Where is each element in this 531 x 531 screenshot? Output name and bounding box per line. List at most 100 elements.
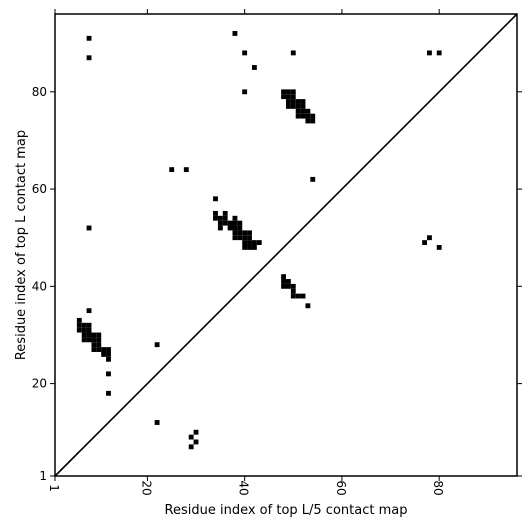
contact-point [242, 50, 248, 56]
contact-point [188, 444, 194, 450]
x-axis-label: Residue index of top L/5 contact map [165, 503, 408, 518]
contact-point [290, 89, 296, 95]
contact-point [300, 113, 306, 119]
contact-point [300, 108, 306, 114]
contact-point [422, 240, 428, 245]
y-tick-label: 60 [32, 182, 47, 196]
contact-point [81, 332, 87, 338]
contact-point [213, 210, 218, 216]
contact-point [154, 420, 160, 425]
contact-point [247, 240, 252, 245]
contact-point [295, 99, 301, 104]
contact-point [101, 347, 107, 352]
contact-point [213, 215, 218, 221]
contact-point [427, 50, 432, 56]
contact-point [232, 220, 238, 226]
plot-frame [54, 13, 518, 477]
contact-point [295, 293, 301, 299]
contact-point [300, 293, 306, 299]
contact-point [76, 317, 82, 323]
contact-point [217, 225, 223, 231]
contact-point [193, 439, 199, 445]
contact-point [227, 220, 233, 226]
contact-point [169, 167, 175, 173]
contact-point [305, 108, 311, 114]
contact-point [188, 434, 194, 440]
contact-point [91, 347, 97, 352]
contact-point [106, 351, 111, 357]
contact-point [96, 342, 102, 348]
contact-point [232, 225, 238, 231]
contact-point [81, 337, 87, 343]
contact-point [290, 283, 296, 289]
contact-point [232, 235, 238, 241]
ticks-layer: 1 20 40 60 80 1 20 40 60 80 [32, 9, 522, 496]
contact-point [305, 118, 311, 124]
contact-point [81, 327, 87, 333]
contact-point [290, 288, 296, 294]
contact-point [290, 103, 296, 109]
contact-point [247, 230, 252, 236]
contact-point [101, 351, 107, 357]
contact-point [86, 327, 92, 333]
contact-point [286, 283, 291, 289]
contact-point [427, 235, 432, 241]
x-tick-label: 80 [431, 480, 445, 495]
contact-point [86, 308, 92, 314]
contact-point [247, 245, 252, 250]
contact-point [96, 347, 102, 352]
contact-point [237, 230, 243, 236]
contact-point [247, 235, 252, 241]
contact-point [305, 113, 311, 119]
y-tick-label: 40 [32, 279, 47, 293]
contact-point [295, 108, 301, 114]
contact-point [281, 89, 286, 95]
contact-point [217, 220, 223, 226]
contact-point [436, 50, 442, 56]
y-tick-label: 20 [32, 377, 47, 391]
x-tick-label: 1 [47, 484, 61, 492]
contact-point [232, 31, 238, 36]
contact-point [91, 332, 97, 338]
contact-point [217, 215, 223, 221]
y-axis-label: Residue index of top L contact map [14, 130, 29, 360]
contact-point [281, 283, 286, 289]
contact-point [310, 176, 316, 182]
contact-point [286, 99, 291, 104]
contact-point [251, 240, 257, 245]
contact-point [290, 94, 296, 100]
contact-point [281, 94, 286, 100]
contact-point [96, 337, 102, 343]
contact-point [237, 235, 243, 241]
contact-point [106, 390, 111, 396]
contact-point [310, 113, 316, 119]
contact-point [290, 50, 296, 56]
contact-point [86, 332, 92, 338]
contact-point [91, 342, 97, 348]
contact-point [295, 103, 301, 109]
contact-point [222, 210, 228, 216]
contact-point [300, 99, 306, 104]
contact-point [237, 225, 243, 231]
contact-point [81, 322, 87, 328]
contact-point [154, 342, 160, 348]
diagonal-layer [54, 13, 518, 477]
contact-point [251, 245, 257, 250]
points-layer [76, 31, 442, 450]
contact-point [290, 293, 296, 299]
contact-point [76, 327, 82, 333]
contact-point [286, 103, 291, 109]
contact-point [106, 356, 111, 362]
x-tick-label: 60 [334, 480, 348, 495]
contact-point [183, 167, 189, 173]
contact-point [96, 332, 102, 338]
contact-point [286, 94, 291, 100]
contact-point [436, 245, 442, 250]
contact-point [305, 303, 311, 309]
contact-point [286, 279, 291, 284]
contact-point [106, 371, 111, 377]
y-tick-label: 80 [32, 85, 47, 99]
contact-point [237, 220, 243, 226]
contact-point [76, 322, 82, 328]
